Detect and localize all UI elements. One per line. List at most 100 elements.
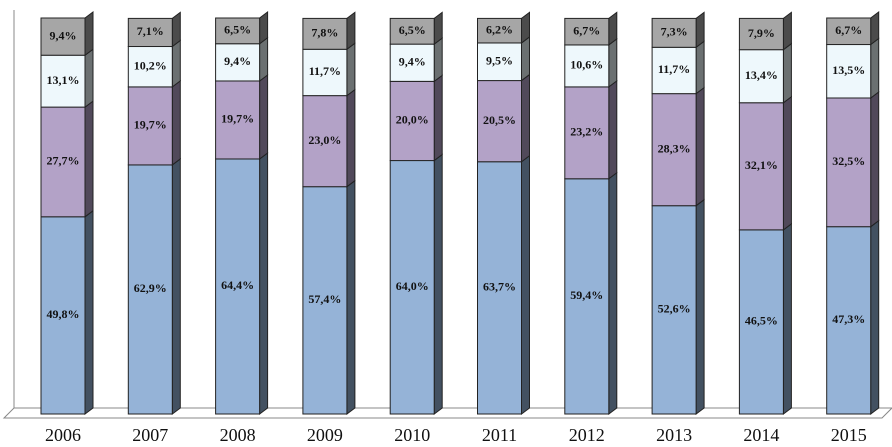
bar-face xyxy=(40,106,86,218)
value-label: 11,7% xyxy=(658,62,690,76)
value-label: 11,7% xyxy=(309,64,341,78)
bar-face xyxy=(302,48,348,97)
bar-face xyxy=(389,43,435,82)
bar-side xyxy=(433,74,443,162)
bar-face xyxy=(826,44,872,99)
bar-face xyxy=(826,226,872,415)
bar-face xyxy=(651,17,697,48)
bar-face xyxy=(389,80,435,162)
value-label: 28,3% xyxy=(658,141,691,155)
bar-segment xyxy=(40,48,94,109)
value-label: 10,6% xyxy=(570,58,603,72)
bar-face xyxy=(564,17,610,46)
bar-face xyxy=(564,44,610,88)
bar-segment xyxy=(215,73,269,160)
bar-segment xyxy=(826,11,880,46)
bar-face xyxy=(477,42,522,82)
value-label: 6,7% xyxy=(835,23,862,37)
bar-segment xyxy=(738,42,792,104)
bar-side xyxy=(84,100,94,218)
value-label: 32,1% xyxy=(745,158,778,172)
bar-side xyxy=(346,88,356,188)
bar-side xyxy=(608,37,618,88)
bar-segment xyxy=(477,11,530,44)
bar-side xyxy=(171,39,181,88)
bar-face xyxy=(40,216,86,415)
bar-side xyxy=(870,219,880,415)
value-label: 20,0% xyxy=(396,113,429,127)
value-label: 7,9% xyxy=(748,26,775,40)
value-label: 13,4% xyxy=(745,68,778,82)
x-tick-label: 2009 xyxy=(307,425,343,445)
value-label: 6,2% xyxy=(486,22,513,36)
bar-face xyxy=(215,80,261,160)
value-label: 6,7% xyxy=(573,23,600,37)
bar-face xyxy=(651,93,697,207)
bar-face xyxy=(738,102,784,231)
bar-side xyxy=(782,95,792,231)
bar-side xyxy=(870,90,880,228)
bar-face xyxy=(477,17,522,44)
bar-segment xyxy=(651,40,705,95)
bar-segment xyxy=(40,209,94,415)
bar-face xyxy=(389,17,435,45)
bar-side xyxy=(870,11,880,46)
bar-face xyxy=(302,186,348,415)
bar-side xyxy=(259,73,269,160)
value-label: 19,7% xyxy=(134,118,167,132)
bar-side xyxy=(870,37,880,99)
bar-segment xyxy=(215,36,269,82)
bar-side xyxy=(259,11,269,45)
x-tick-label: 2008 xyxy=(220,425,256,445)
value-label: 47,3% xyxy=(832,312,865,326)
bar-segment xyxy=(651,11,705,49)
bar-side xyxy=(259,36,269,82)
x-tick-label: 2013 xyxy=(656,425,692,445)
bar-face xyxy=(302,17,348,50)
bar-side xyxy=(782,11,792,51)
bar-segment xyxy=(826,90,880,228)
bar-side xyxy=(259,151,269,415)
bar-side xyxy=(84,48,94,109)
bar-side xyxy=(695,40,705,95)
bar-segment xyxy=(564,171,618,415)
bar-segment xyxy=(477,73,530,163)
bar-face xyxy=(477,80,522,163)
value-label: 64,4% xyxy=(221,278,254,292)
value-label: 63,7% xyxy=(483,280,516,294)
bar-segment xyxy=(215,151,269,415)
value-label: 7,8% xyxy=(311,26,338,40)
value-label: 9,5% xyxy=(486,54,513,68)
bar-segment xyxy=(40,11,94,57)
x-tick-label: 2015 xyxy=(831,425,867,445)
bar-face xyxy=(302,95,348,188)
bar-side xyxy=(346,11,356,51)
value-label: 27,7% xyxy=(47,154,80,168)
bar-side xyxy=(695,198,705,415)
bar-segment xyxy=(127,157,181,415)
bar-segment xyxy=(651,198,705,415)
value-label: 10,2% xyxy=(134,58,167,72)
bar-side xyxy=(346,179,356,415)
value-label: 7,3% xyxy=(661,25,688,39)
bar-segment xyxy=(389,37,443,83)
bar-segment xyxy=(826,219,880,415)
bar-face xyxy=(215,158,261,415)
bar-side xyxy=(521,73,530,163)
bar-segment xyxy=(302,179,356,415)
bar-face xyxy=(215,17,261,45)
value-label: 9,4% xyxy=(224,54,251,68)
bar-side xyxy=(782,42,792,104)
bar-side xyxy=(782,222,792,415)
value-label: 64,0% xyxy=(396,279,429,293)
x-tick-label: 2012 xyxy=(569,425,605,445)
value-label: 23,2% xyxy=(570,125,603,139)
bar-side xyxy=(84,11,94,57)
x-tick-label: 2014 xyxy=(743,425,779,445)
bar-face xyxy=(389,160,435,415)
bar-face xyxy=(40,54,86,108)
bar-side xyxy=(433,37,443,83)
bar-side xyxy=(608,79,618,180)
value-label: 9,4% xyxy=(50,28,77,42)
